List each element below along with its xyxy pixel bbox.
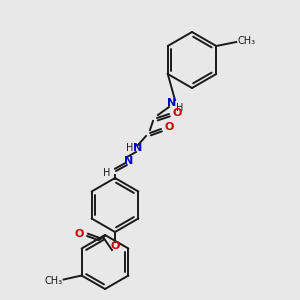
Text: N: N: [124, 156, 134, 166]
Text: O: O: [172, 108, 182, 118]
Text: N: N: [134, 143, 142, 153]
Text: H: H: [103, 168, 111, 178]
Text: N: N: [167, 98, 177, 108]
Text: O: O: [74, 229, 84, 239]
Text: O: O: [164, 122, 174, 132]
Text: O: O: [110, 241, 120, 251]
Text: H: H: [126, 143, 134, 153]
Text: CH₃: CH₃: [237, 36, 255, 46]
Text: H: H: [176, 103, 184, 113]
Text: CH₃: CH₃: [45, 275, 63, 286]
